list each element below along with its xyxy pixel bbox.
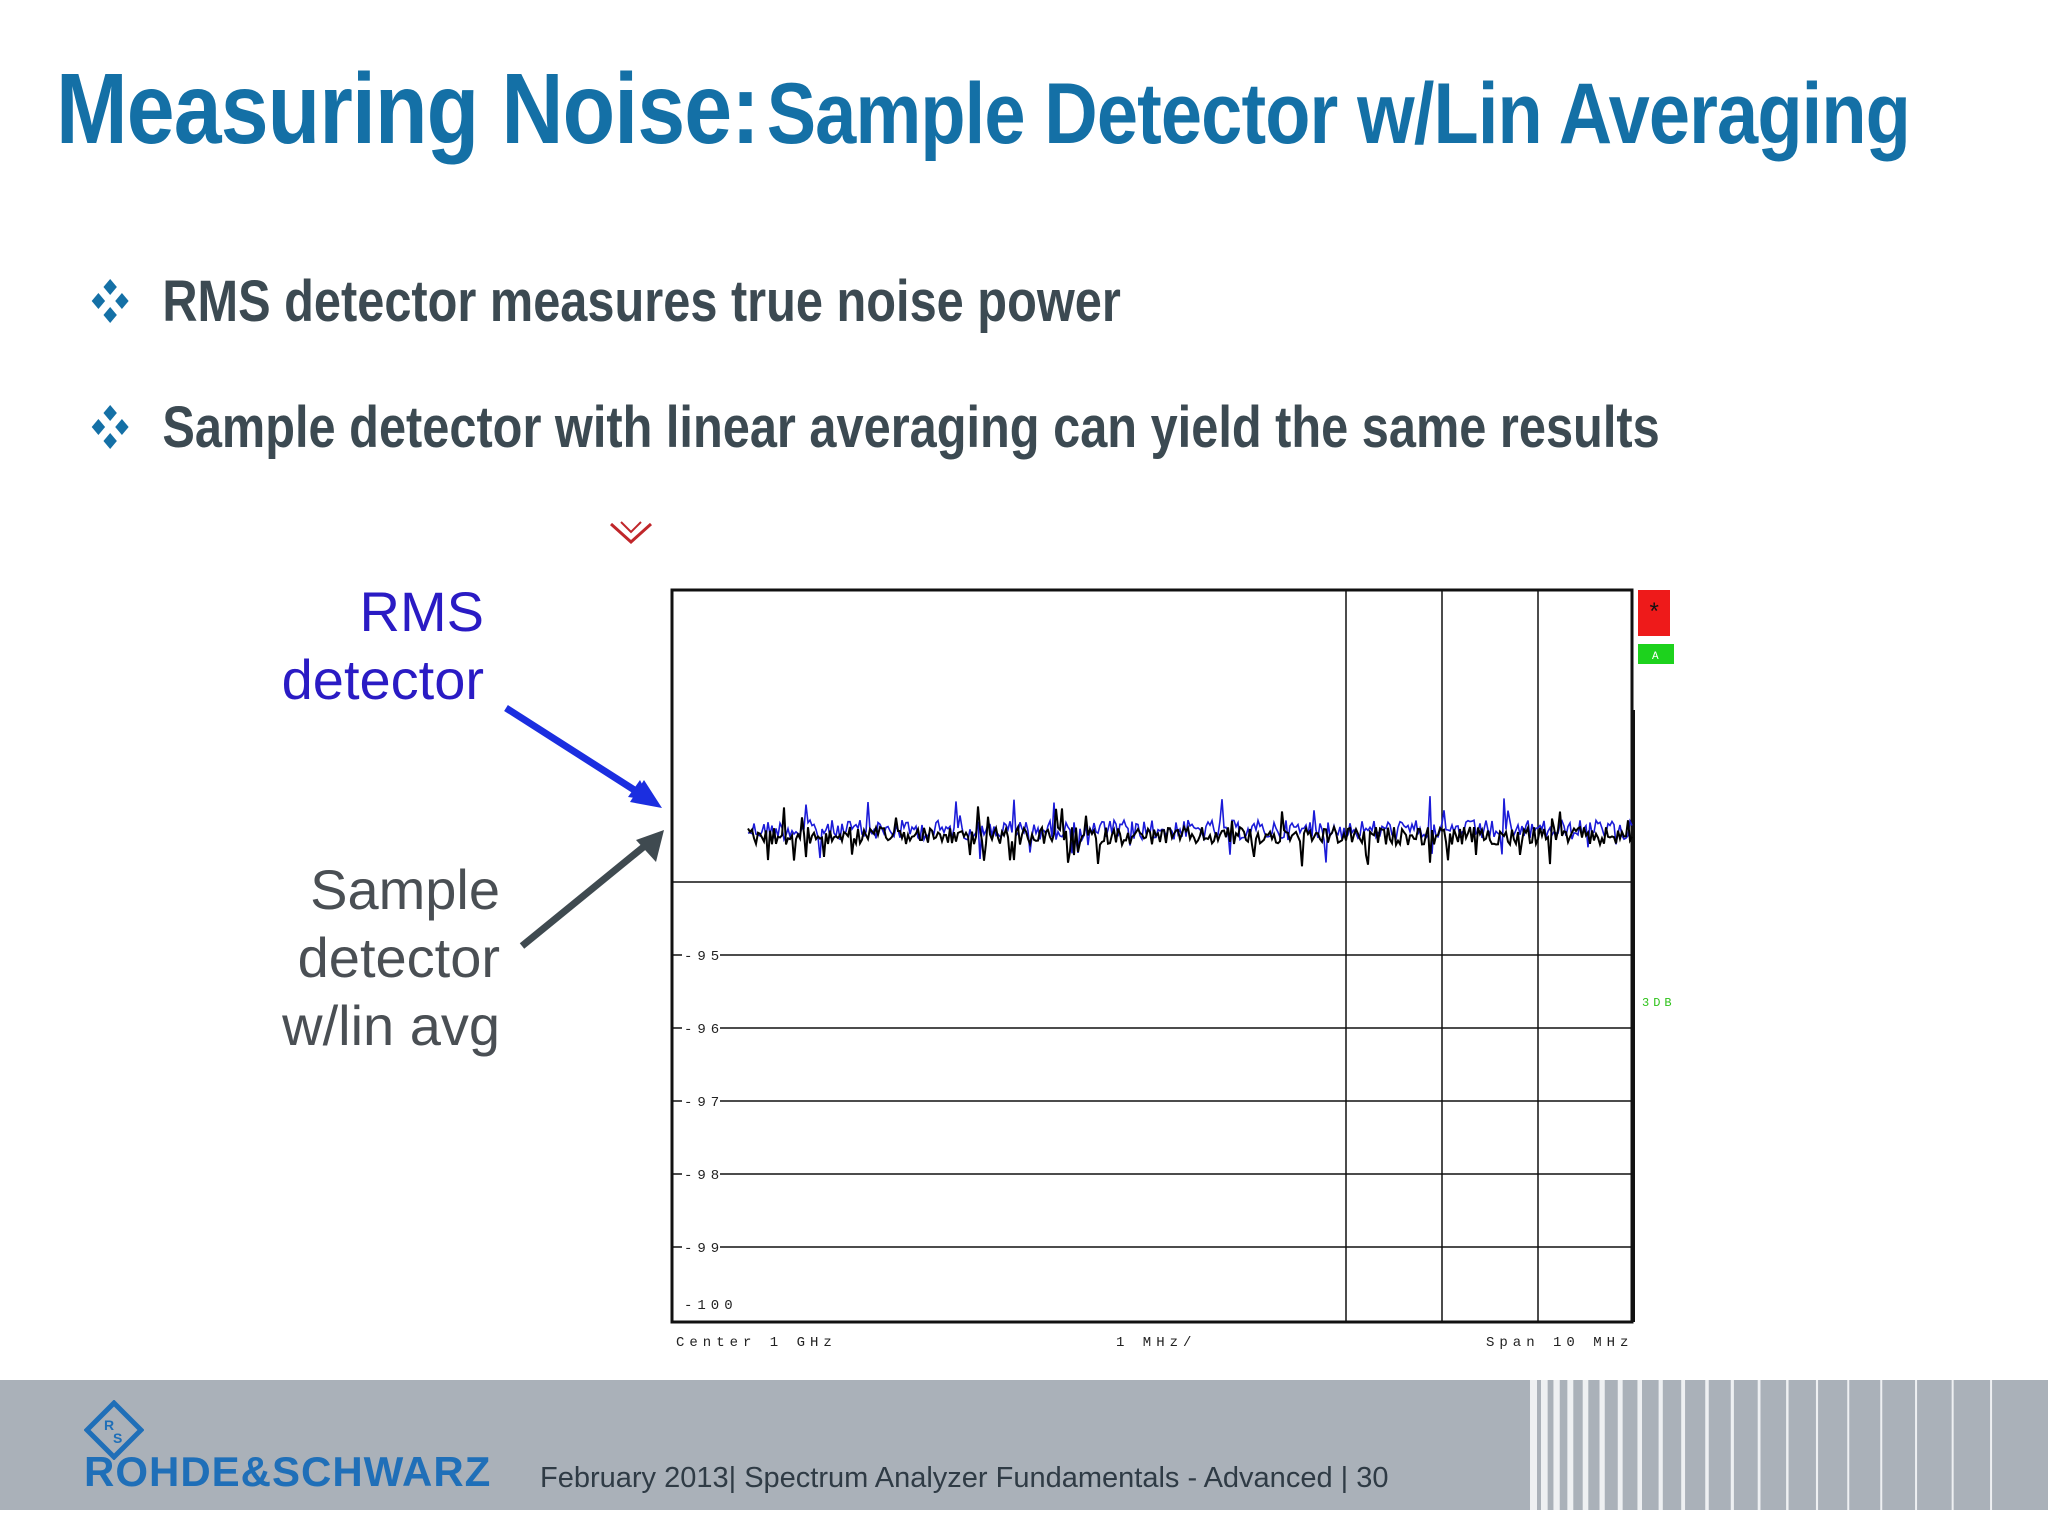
footer-stripe bbox=[1567, 1380, 1574, 1510]
slide-title: Measuring Noise: Sample Detector w/Lin A… bbox=[56, 52, 1911, 167]
bullet-text-2: Sample detector with linear averaging ca… bbox=[162, 395, 1660, 460]
div-label: 1 MHz/ bbox=[1116, 1335, 1196, 1351]
star-tag bbox=[1638, 590, 1670, 636]
y-tick-label: -95 bbox=[684, 949, 724, 965]
db-per-div-label: 3DB bbox=[1642, 996, 1676, 1010]
sample-arrow bbox=[519, 830, 664, 949]
footer-stripe bbox=[1730, 1380, 1734, 1510]
footer-stripe bbox=[1541, 1380, 1548, 1510]
sample-detector-label: Sample detector w/lin avg bbox=[282, 856, 500, 1060]
sample-label-line-2: detector bbox=[297, 926, 500, 989]
svg-text:R: R bbox=[104, 1417, 114, 1433]
display-frame bbox=[670, 588, 1634, 1324]
sample-trace bbox=[747, 806, 1633, 867]
footer-stripe bbox=[1637, 1380, 1642, 1510]
trace-a-tag bbox=[1638, 644, 1674, 664]
rms-label-line-1: RMS bbox=[359, 580, 484, 643]
footer-stripe bbox=[1915, 1380, 1918, 1510]
y-tick-label: -99 bbox=[684, 1241, 724, 1257]
footer-stripe bbox=[1599, 1380, 1605, 1510]
footer-stripe bbox=[1880, 1380, 1883, 1510]
sample-label-line-3: w/lin avg bbox=[282, 994, 500, 1057]
trace-a-tag-text: A bbox=[1652, 651, 1659, 663]
footer-bottom-band bbox=[0, 1510, 2048, 1536]
bullet-item-2: Sample detector with linear averaging ca… bbox=[90, 394, 1660, 465]
bullet-text-1: RMS detector measures true noise power bbox=[162, 269, 1121, 334]
rms-label-line-2: detector bbox=[281, 648, 484, 711]
annotation-arrows bbox=[504, 705, 664, 949]
rms-arrow bbox=[504, 705, 662, 808]
svg-text:S: S bbox=[113, 1430, 122, 1446]
star-tag-text: * bbox=[1647, 601, 1661, 628]
footer-stripe bbox=[1582, 1380, 1589, 1510]
spectrum-display: -95 -96 -97 -98 -99 -100 Center 1 GHz 1 … bbox=[670, 588, 1676, 1351]
footer-stripe bbox=[1815, 1380, 1819, 1510]
diamond-bullet-icon bbox=[90, 272, 130, 339]
footer-stripe bbox=[1658, 1380, 1663, 1510]
slide-title-main: Measuring Noise: bbox=[56, 53, 760, 165]
bullet-item-1: RMS detector measures true noise power bbox=[90, 268, 1121, 339]
footer-stripe bbox=[1757, 1380, 1761, 1510]
center-frequency-label: Center 1 GHz bbox=[676, 1335, 837, 1351]
marker-chevron-icon bbox=[607, 518, 655, 553]
rms-detector-label: RMS detector bbox=[282, 578, 484, 714]
footer-stripe bbox=[1553, 1380, 1560, 1510]
footer-stripe bbox=[1530, 1380, 1537, 1510]
rohde-schwarz-logo: ROHDE&SCHWARZ bbox=[84, 1448, 492, 1495]
y-tick-label: -96 bbox=[684, 1022, 724, 1038]
y-tick-labels: -95 -96 -97 -98 -99 -100 bbox=[684, 949, 738, 1314]
footer-stripe bbox=[1951, 1380, 1954, 1510]
y-tick-label: -98 bbox=[684, 1168, 724, 1184]
footer-stripe bbox=[1681, 1380, 1686, 1510]
slide-title-sub: Sample Detector w/Lin Averaging bbox=[766, 66, 1911, 162]
footer-stripe bbox=[1705, 1380, 1709, 1510]
footer-bar: R S ROHDE&SCHWARZ February 2013| Spectru… bbox=[0, 1380, 2048, 1510]
side-tags: * A 3DB bbox=[1638, 590, 1676, 1010]
footer-stripes bbox=[1530, 1380, 1993, 1510]
footer-text: February 2013| Spectrum Analyzer Fundame… bbox=[540, 1462, 1389, 1494]
diamond-bullet-icon bbox=[90, 398, 130, 465]
footer-stripe bbox=[1786, 1380, 1789, 1510]
display-grid bbox=[672, 590, 1632, 1322]
footer-stripe bbox=[1617, 1380, 1623, 1510]
y-tick-label: -100 bbox=[684, 1298, 738, 1314]
sample-label-line-1: Sample bbox=[310, 858, 500, 921]
footer-stripe bbox=[1847, 1380, 1850, 1510]
rs-emblem-icon: R S bbox=[83, 1399, 145, 1465]
y-tick-label: -97 bbox=[684, 1095, 724, 1111]
x-axis-labels: Center 1 GHz 1 MHz/ Span 10 MHz bbox=[676, 1335, 1633, 1351]
noise-traces bbox=[747, 796, 1633, 867]
span-label: Span 10 MHz bbox=[1486, 1335, 1633, 1351]
footer-stripe bbox=[1990, 1380, 1993, 1510]
